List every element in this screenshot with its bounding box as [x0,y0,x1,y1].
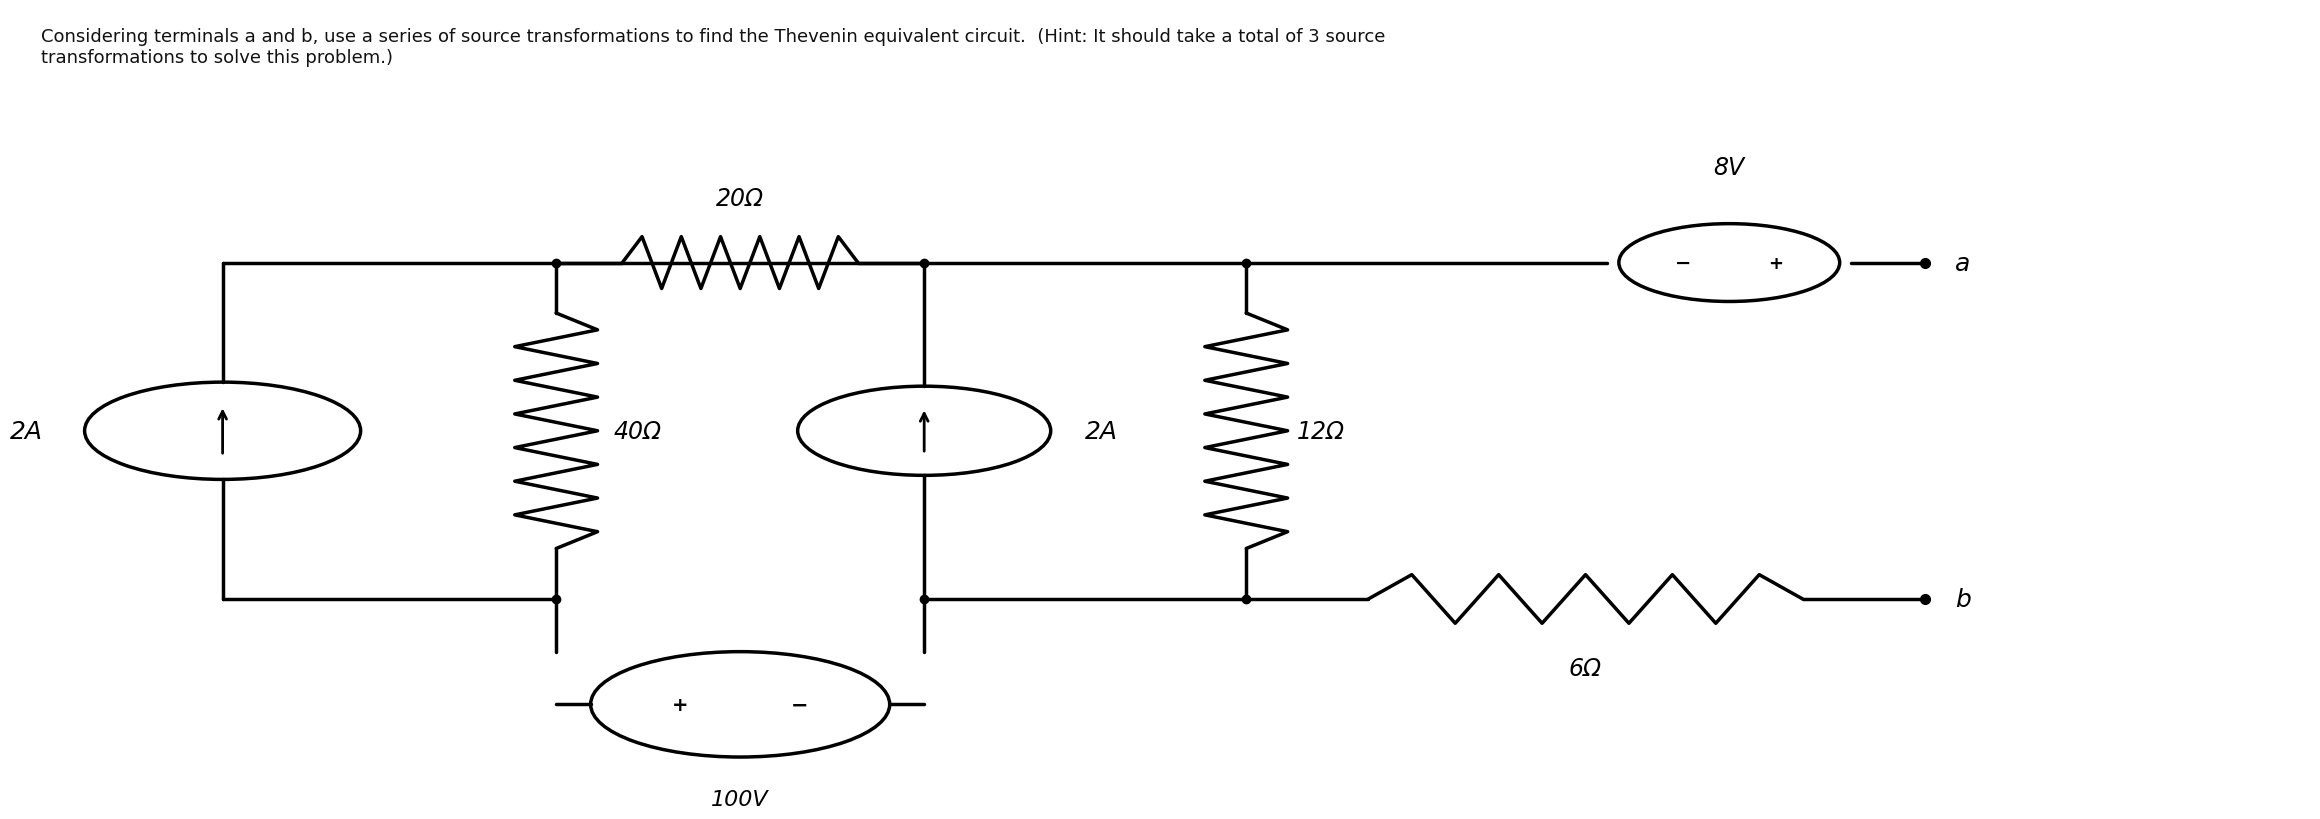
Text: b: b [1956,587,1970,611]
Text: 12Ω: 12Ω [1297,419,1346,443]
Text: a: a [1956,251,1970,275]
Text: 100V: 100V [712,790,768,809]
Text: 20Ω: 20Ω [717,187,763,210]
Text: 40Ω: 40Ω [615,419,661,443]
Text: −: − [791,695,810,714]
Text: 6Ω: 6Ω [1568,656,1603,680]
Text: +: + [673,695,689,714]
Text: −: − [1675,254,1691,273]
Text: 2A: 2A [9,419,44,443]
Text: +: + [1768,254,1784,272]
Text: Considering terminals a and b, use a series of source transformations to find th: Considering terminals a and b, use a ser… [42,29,1385,67]
Text: 8V: 8V [1714,156,1745,180]
Text: 2A: 2A [1086,419,1118,443]
